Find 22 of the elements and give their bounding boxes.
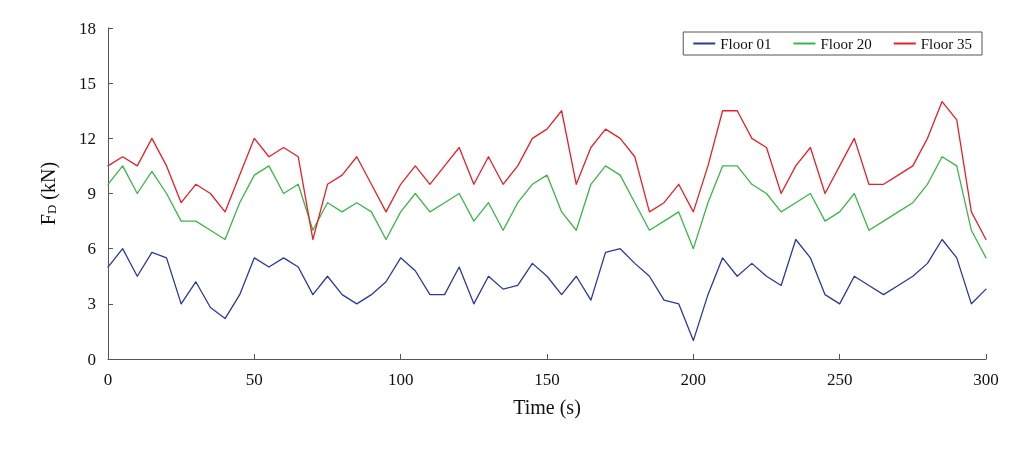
x-tick-label: 100 bbox=[387, 370, 414, 389]
x-axis-title: Time (s) bbox=[513, 396, 581, 419]
y-tick-label: 18 bbox=[79, 18, 96, 38]
y-tick-label: 15 bbox=[79, 73, 96, 93]
x-tick-label: 300 bbox=[973, 370, 999, 389]
y-tick-label: 9 bbox=[87, 184, 96, 203]
y-tick-label: 6 bbox=[87, 239, 96, 259]
legend-label: Floor 01 bbox=[720, 35, 772, 52]
y-axis-title: FD (kN) bbox=[36, 161, 60, 226]
y-tick-label: 3 bbox=[87, 294, 96, 314]
x-tick-label: 0 bbox=[103, 370, 113, 389]
y-tick-label: 0 bbox=[87, 349, 96, 369]
legend-label: Floor 35 bbox=[920, 35, 973, 52]
legend-label: Floor 20 bbox=[820, 35, 872, 52]
line-series bbox=[107, 100, 987, 241]
x-tick-label: 200 bbox=[680, 370, 707, 389]
x-tick-label: 150 bbox=[534, 370, 560, 389]
line-series bbox=[107, 238, 987, 342]
y-tick-label: 12 bbox=[79, 128, 96, 148]
x-tick-label: 250 bbox=[826, 370, 853, 389]
x-tick-label: 50 bbox=[245, 370, 263, 389]
line-series bbox=[107, 156, 987, 259]
